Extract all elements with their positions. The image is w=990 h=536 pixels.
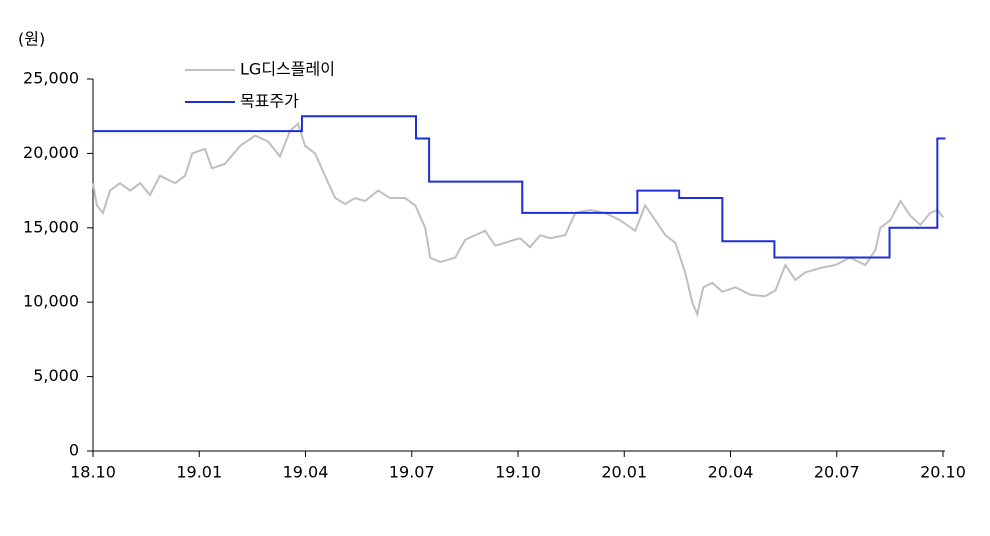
x-tick-label: 19.10 — [495, 463, 541, 482]
x-tick-label: 20.07 — [814, 463, 860, 482]
y-tick-label: 0 — [69, 441, 79, 460]
y-tick-label: 5,000 — [33, 366, 79, 385]
x-tick-label: 18.10 — [70, 463, 116, 482]
legend-label: 목표주가 — [240, 92, 299, 111]
y-tick-label: 25,000 — [23, 69, 79, 88]
y-tick-label: 10,000 — [23, 292, 79, 311]
x-tick-label: 20.01 — [601, 463, 647, 482]
x-tick-label: 20.04 — [708, 463, 754, 482]
x-tick-label: 19.04 — [283, 463, 329, 482]
y-tick-label: 20,000 — [23, 143, 79, 162]
legend-label: LG디스플레이 — [240, 60, 335, 79]
y-axis-label: (원) — [18, 30, 45, 49]
x-tick-label: 19.07 — [389, 463, 435, 482]
y-tick-label: 15,000 — [23, 217, 79, 236]
x-tick-label: 20.10 — [920, 463, 966, 482]
x-tick-label: 19.01 — [176, 463, 222, 482]
series-line — [93, 115, 946, 259]
series-line — [92, 121, 945, 318]
